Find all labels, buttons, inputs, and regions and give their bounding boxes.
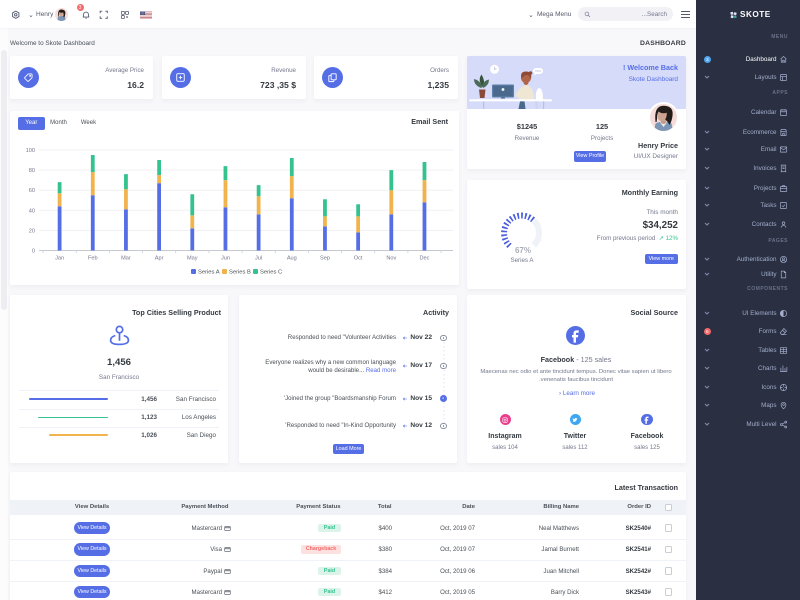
svg-text:May: May [187,256,198,262]
svg-text:Jul: Jul [255,256,262,262]
svg-text:100: 100 [26,148,35,154]
svg-text:Mar: Mar [121,256,131,262]
svg-text:Sep: Sep [320,256,330,262]
svg-text:Oct: Oct [354,256,363,262]
svg-text:Aug: Aug [287,256,297,262]
svg-text:80: 80 [29,168,35,174]
svg-text:Jan: Jan [55,256,64,262]
svg-text:40: 40 [29,208,35,214]
svg-text:Nov: Nov [386,256,396,262]
svg-text:Jun: Jun [221,256,230,262]
svg-text:Feb: Feb [88,256,98,262]
svg-text:Series B: Series B [229,269,251,275]
svg-text:Apr: Apr [155,256,164,262]
svg-text:0: 0 [32,249,35,255]
svg-text:60: 60 [29,188,35,194]
svg-text:20: 20 [29,228,35,234]
svg-text:Series A: Series A [198,269,220,275]
svg-text:Series C: Series C [260,269,282,275]
svg-text:Dec: Dec [420,256,430,262]
